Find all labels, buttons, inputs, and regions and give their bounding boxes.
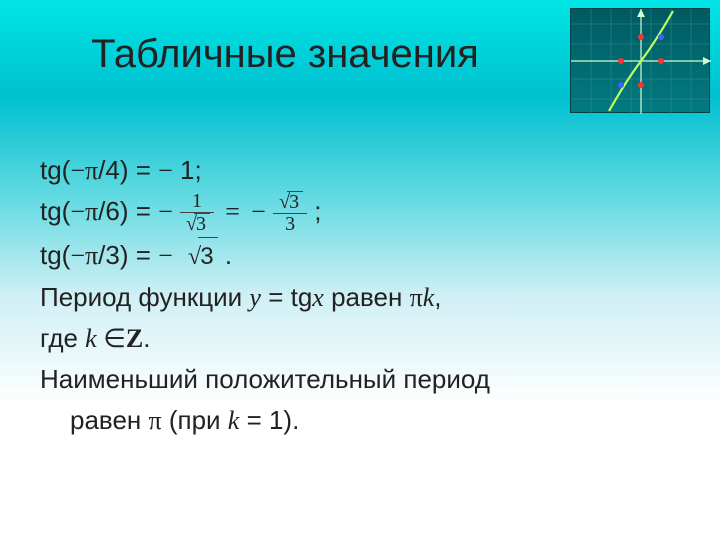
line-tg-pi3: tg(−π/3) = − √3 . [40, 235, 680, 276]
numerator: √3 [273, 191, 307, 214]
text: /4) = [98, 155, 158, 185]
denominator: 3 [273, 214, 307, 235]
text: = tg [261, 282, 312, 312]
text: /3) = [98, 240, 158, 270]
line-period: Период функции y = tgx равен πk, [40, 277, 680, 318]
minus: − [158, 156, 173, 185]
set-z: Z [126, 324, 143, 353]
text: = 1). [239, 405, 299, 435]
pi: π [148, 406, 161, 435]
element-of: ∈ [103, 324, 126, 353]
var-k: k [423, 283, 435, 312]
text: Период функции [40, 282, 249, 312]
text: tg( [40, 240, 70, 270]
var-k: k [85, 324, 103, 353]
text: . [143, 323, 150, 353]
text: tg( [40, 155, 70, 185]
minus: − [158, 197, 173, 226]
line-where-k: где k ∈Z. [40, 318, 680, 359]
numerator: 1 [180, 191, 214, 213]
minus: − [70, 197, 85, 226]
text: , [434, 282, 441, 312]
text: равен [70, 405, 148, 435]
text: где [40, 323, 85, 353]
pi: π [85, 241, 98, 270]
minus: − [158, 241, 173, 270]
text: /6) = [98, 196, 158, 226]
line-tg-pi4: tg(−π/4) = − 1; [40, 150, 680, 191]
sqrt3: √3 [180, 243, 218, 270]
line-smallest-2: равен π (при k = 1). [40, 400, 680, 441]
text: . [225, 240, 232, 270]
minus: − [70, 241, 85, 270]
text: tg( [40, 196, 70, 226]
line-smallest-1: Наименьший положительный период [40, 359, 680, 399]
var-y: y [249, 283, 261, 312]
pi: π [85, 197, 98, 226]
text: 1; [173, 155, 202, 185]
fraction-2: √3 3 [273, 191, 307, 235]
page-title: Табличные значения [0, 32, 720, 77]
minus: − [70, 156, 85, 185]
minus: − [251, 197, 266, 226]
fraction-1: 1 √3 [180, 191, 214, 235]
pi: π [410, 283, 423, 312]
denominator: √3 [180, 213, 214, 235]
content-block: tg(−π/4) = − 1; tg(−π/6) = − 1 √3 = − √3… [40, 150, 680, 441]
var-k: k [228, 406, 240, 435]
pi: π [85, 156, 98, 185]
equals: = [221, 197, 244, 226]
var-x: x [312, 283, 324, 312]
line-tg-pi6: tg(−π/6) = − 1 √3 = − √3 3 ; [40, 191, 680, 235]
text: равен [324, 282, 410, 312]
text: ; [314, 196, 321, 226]
text: (при [162, 405, 228, 435]
text: Наименьший положительный период [40, 364, 490, 394]
